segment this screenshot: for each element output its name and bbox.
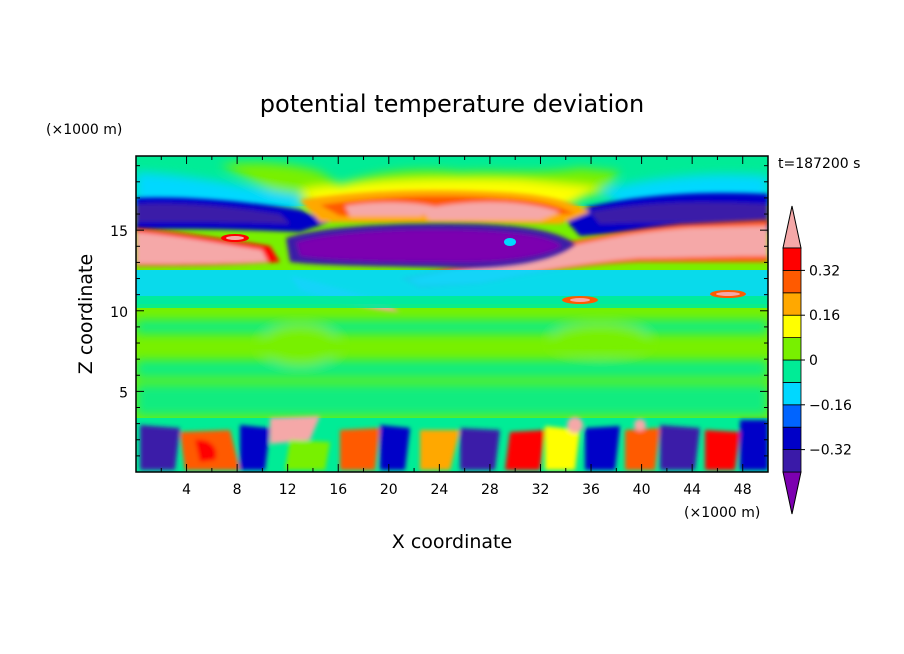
colorbar-tick-label: −0.32 [809,443,852,459]
colorbar-segment [782,247,802,271]
x-tick-label: 4 [182,482,191,498]
x-tick-label: 36 [582,482,600,498]
x-tick-label: 40 [633,482,651,498]
colorbar-tick-label: 0.32 [809,263,840,279]
colorbar-segment [782,404,802,428]
x-tick-label: 44 [683,482,701,498]
colorbar-segment [782,314,802,339]
colorbar-segment [782,381,802,406]
colorbar-segment [782,359,802,383]
plot-frame [135,155,769,473]
x-tick-label: 12 [279,482,297,498]
x-tick-label: 32 [532,482,550,498]
x-tick-label: 28 [481,482,499,498]
colorbar-segment [782,337,802,361]
colorbar-tick-label: −0.16 [809,398,852,414]
colorbar-segment [782,292,802,316]
x-tick-label: 8 [233,482,242,498]
y-tick-label: 10 [110,305,128,321]
contour-field [136,156,768,472]
x-unit-label: (×1000 m) [684,505,760,521]
time-label: t=187200 s [778,156,860,172]
x-axis-label: X coordinate [392,531,512,553]
colorbar-min-triangle [782,471,802,515]
x-tick-label: 48 [734,482,752,498]
colorbar-tick-label: 0 [809,353,818,369]
x-axis-ticks: 4 8 12 16 20 24 28 32 36 40 44 48 [160,156,752,498]
y-tick-label: 5 [119,385,128,401]
colorbar-segment [782,426,802,451]
colorbar-segment [782,269,802,294]
colorbar-segment [782,449,802,473]
y-axis-ticks: 5 10 15 [110,165,768,457]
x-tick-label: 16 [329,482,347,498]
x-tick-label: 20 [380,482,398,498]
x-tick-label: 24 [430,482,448,498]
y-tick-label: 15 [110,224,128,240]
y-axis-label: Z coordinate [75,254,97,374]
y-unit-label: (×1000 m) [46,122,122,138]
colorbar-max-triangle [782,205,802,249]
chart-title: potential temperature deviation [260,90,644,118]
colorbar-tick-label: 0.16 [809,308,840,324]
colorbar: 0.32 0.16 0 −0.16 −0.32 [782,205,852,515]
